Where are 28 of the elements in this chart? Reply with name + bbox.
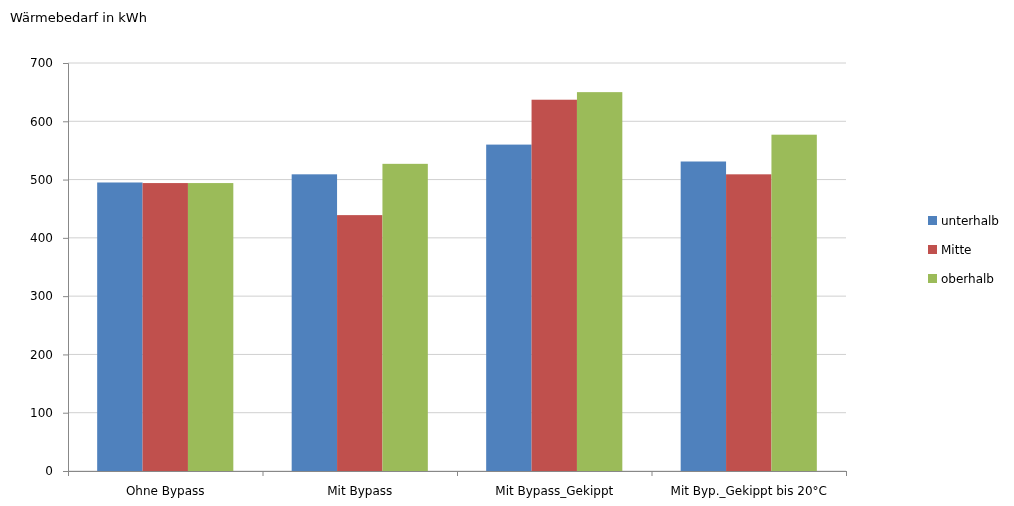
- x-tick-label: Mit Bypass: [327, 484, 393, 498]
- bar: [382, 163, 428, 471]
- x-tick-label: Ohne Bypass: [125, 484, 205, 498]
- bar: [337, 215, 383, 471]
- y-tick-label: 300: [30, 289, 53, 304]
- y-tick-label: 700: [30, 56, 53, 71]
- bar: [486, 144, 532, 471]
- y-axis-title: Wärmebedarf in kWh: [10, 10, 147, 25]
- bar: [291, 174, 338, 471]
- bar: [97, 182, 143, 471]
- y-tick-label: 100: [30, 406, 53, 421]
- legend-label: unterhalb: [941, 214, 999, 228]
- y-tick-label: 500: [30, 172, 53, 187]
- legend-label: Mitte: [941, 243, 972, 257]
- bar: [771, 134, 817, 471]
- bar: [680, 161, 727, 471]
- bar: [726, 174, 772, 471]
- y-tick-label: 200: [30, 347, 53, 362]
- legend-label: oberhalb: [941, 272, 994, 286]
- bar: [187, 183, 234, 471]
- bar: [531, 99, 577, 471]
- x-tick-label: Mit Byp._Gekippt bis 20°C: [670, 484, 827, 498]
- y-tick-label: 600: [30, 114, 53, 129]
- y-tick-label: 0: [45, 464, 53, 479]
- bar: [142, 183, 188, 471]
- bar: [576, 92, 623, 471]
- x-tick-label: Mit Bypass_Gekippt: [495, 484, 614, 498]
- y-tick-label: 400: [30, 231, 53, 246]
